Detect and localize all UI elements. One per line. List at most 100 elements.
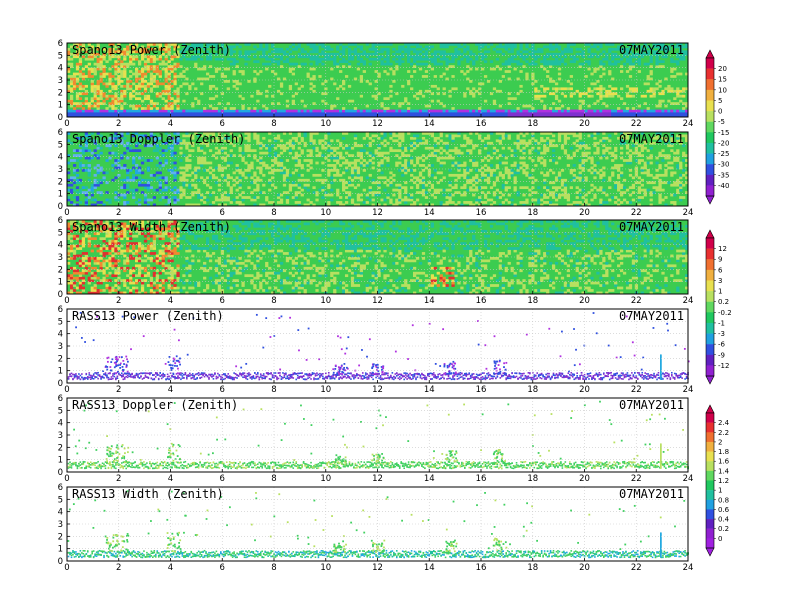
heatmap-cell (587, 191, 591, 194)
heatmap-cell (170, 188, 174, 192)
heatmap-cell (392, 57, 396, 61)
heatmap-cell (318, 60, 322, 64)
heatmap-cell (472, 159, 476, 162)
heatmap-cell (129, 92, 133, 96)
heatmap-cell (81, 112, 86, 115)
heatmap-cell (430, 173, 434, 177)
heatmap-cell (676, 94, 680, 98)
heatmap-cell (611, 94, 615, 98)
heatmap-cell (513, 203, 517, 207)
heatmap-cell (123, 62, 127, 66)
heatmap-cell (640, 171, 644, 175)
heatmap-cell (404, 114, 408, 118)
heatmap-cell (513, 114, 517, 118)
heatmap-cell (279, 198, 284, 202)
heatmap-cell (114, 67, 118, 71)
heatmap-cell (99, 80, 103, 83)
heatmap-cell (649, 87, 653, 91)
heatmap-cell (268, 201, 272, 204)
heatmap-cell (344, 114, 349, 118)
heatmap-cell (679, 50, 683, 54)
heatmap-cell (347, 99, 352, 103)
heatmap-cell (670, 166, 674, 170)
heatmap-cell (312, 102, 316, 105)
heatmap-cell (268, 188, 272, 192)
heatmap-cell (211, 43, 216, 46)
heatmap-cell (99, 151, 103, 155)
heatmap-cell (652, 136, 656, 140)
heatmap-cell (469, 201, 473, 204)
heatmap-cell (655, 60, 659, 64)
heatmap-cell (265, 62, 269, 66)
heatmap-cell (279, 164, 284, 167)
heatmap-cell (510, 173, 514, 177)
heatmap-cell (566, 43, 571, 46)
heatmap-cell (398, 193, 402, 197)
heatmap-cell (537, 159, 541, 162)
heatmap-cell (75, 92, 80, 96)
heatmap-cell (200, 57, 204, 61)
heatmap-cell (84, 99, 88, 103)
heatmap-cell (200, 109, 204, 113)
heatmap-cell (226, 80, 230, 83)
heatmap-cell (649, 114, 653, 118)
heatmap-cell (481, 112, 485, 115)
heatmap-cell (646, 109, 650, 113)
heatmap-cell (265, 112, 269, 115)
heatmap-cell (560, 60, 565, 64)
heatmap-cell (519, 89, 523, 93)
heatmap-cell (557, 55, 562, 59)
heatmap-cell (173, 52, 177, 56)
heatmap-cell (510, 169, 514, 172)
heatmap-cell (679, 94, 683, 98)
heatmap-cell (513, 161, 517, 165)
heatmap-cell (84, 84, 88, 88)
heatmap-cell (137, 77, 142, 81)
heatmap-cell (327, 55, 331, 59)
heatmap-cell (132, 72, 136, 76)
heatmap-cell (386, 164, 390, 167)
heatmap-cell (291, 94, 295, 98)
heatmap-cell (614, 87, 618, 91)
heatmap-cell (158, 161, 162, 165)
heatmap-cell (330, 169, 334, 172)
heatmap-cell (584, 151, 588, 155)
heatmap-cell (442, 57, 446, 61)
heatmap-cell (481, 45, 485, 49)
heatmap-cell (350, 161, 355, 165)
heatmap-cell (454, 186, 458, 190)
heatmap-cell (72, 227, 77, 231)
heatmap-cell (605, 146, 609, 150)
heatmap-cell (194, 176, 198, 180)
heatmap-cell (78, 276, 83, 280)
heatmap-cell (522, 193, 526, 197)
heatmap-cell (333, 57, 337, 61)
heatmap-cell (368, 62, 372, 66)
heatmap-cell (203, 181, 207, 185)
heatmap-cell (327, 57, 331, 61)
heatmap-cell (646, 156, 650, 160)
heatmap-cell (380, 164, 384, 167)
heatmap-cell (315, 47, 319, 51)
heatmap-cell (205, 43, 210, 46)
heatmap-cell (333, 159, 337, 162)
heatmap-cell (247, 107, 251, 110)
heatmap-cell (466, 65, 470, 68)
heatmap-cell (412, 55, 417, 59)
heatmap-cell (84, 47, 88, 51)
heatmap-cell (489, 60, 494, 64)
heatmap-cell (596, 151, 600, 155)
heatmap-cell (599, 169, 603, 172)
heatmap-cell (622, 136, 627, 140)
heatmap-cell (229, 52, 233, 56)
heatmap-cell (605, 55, 609, 59)
heatmap-cell (167, 84, 171, 88)
heatmap-cell (643, 114, 647, 118)
heatmap-cell (551, 139, 556, 143)
heatmap-cell (67, 222, 71, 226)
heatmap-cell (569, 156, 573, 160)
heatmap-cell (398, 102, 402, 105)
heatmap-cell (590, 134, 594, 138)
heatmap-cell (350, 178, 355, 182)
heatmap-cell (223, 114, 227, 118)
